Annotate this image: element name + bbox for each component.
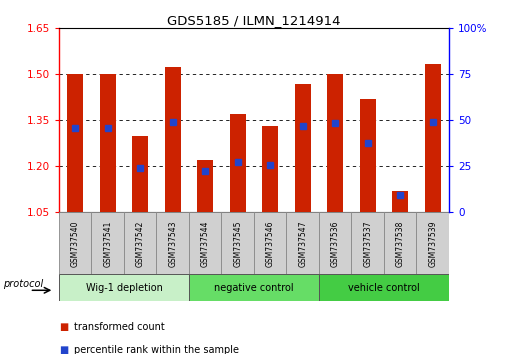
Text: percentile rank within the sample: percentile rank within the sample xyxy=(74,346,240,354)
Text: protocol: protocol xyxy=(3,279,43,289)
Bar xyxy=(424,64,441,212)
Text: GSM737544: GSM737544 xyxy=(201,220,210,267)
Bar xyxy=(67,74,83,212)
Bar xyxy=(222,212,254,274)
Text: GSM737537: GSM737537 xyxy=(363,220,372,267)
Text: vehicle control: vehicle control xyxy=(348,282,420,293)
Bar xyxy=(286,212,319,274)
Bar xyxy=(124,212,156,274)
Bar xyxy=(294,84,311,212)
Text: transformed count: transformed count xyxy=(74,322,165,332)
Bar xyxy=(156,212,189,274)
Bar xyxy=(189,274,319,301)
Bar xyxy=(319,274,449,301)
Bar xyxy=(91,212,124,274)
Bar xyxy=(360,99,376,212)
Text: Wig-1 depletion: Wig-1 depletion xyxy=(86,282,163,293)
Bar xyxy=(59,274,189,301)
Bar xyxy=(319,212,351,274)
Text: GSM737543: GSM737543 xyxy=(168,220,177,267)
Bar xyxy=(254,212,286,274)
Text: GSM737538: GSM737538 xyxy=(396,220,405,267)
Text: GSM737547: GSM737547 xyxy=(298,220,307,267)
Title: GDS5185 / ILMN_1214914: GDS5185 / ILMN_1214914 xyxy=(167,14,341,27)
Text: GSM737542: GSM737542 xyxy=(136,220,145,267)
Bar xyxy=(229,114,246,212)
Bar xyxy=(392,191,408,212)
Text: GSM737546: GSM737546 xyxy=(266,220,274,267)
Bar xyxy=(384,212,417,274)
Bar xyxy=(189,212,222,274)
Bar xyxy=(59,212,91,274)
Bar xyxy=(100,74,116,212)
Bar xyxy=(327,74,343,212)
Text: negative control: negative control xyxy=(214,282,294,293)
Text: GSM737539: GSM737539 xyxy=(428,220,437,267)
Bar xyxy=(132,136,148,212)
Bar xyxy=(351,212,384,274)
Bar xyxy=(165,67,181,212)
Text: GSM737545: GSM737545 xyxy=(233,220,242,267)
Text: ■: ■ xyxy=(59,322,68,332)
Text: GSM737541: GSM737541 xyxy=(103,220,112,267)
Bar xyxy=(197,160,213,212)
Text: ■: ■ xyxy=(59,346,68,354)
Text: GSM737540: GSM737540 xyxy=(71,220,80,267)
Bar xyxy=(417,212,449,274)
Bar xyxy=(262,126,278,212)
Text: GSM737536: GSM737536 xyxy=(331,220,340,267)
